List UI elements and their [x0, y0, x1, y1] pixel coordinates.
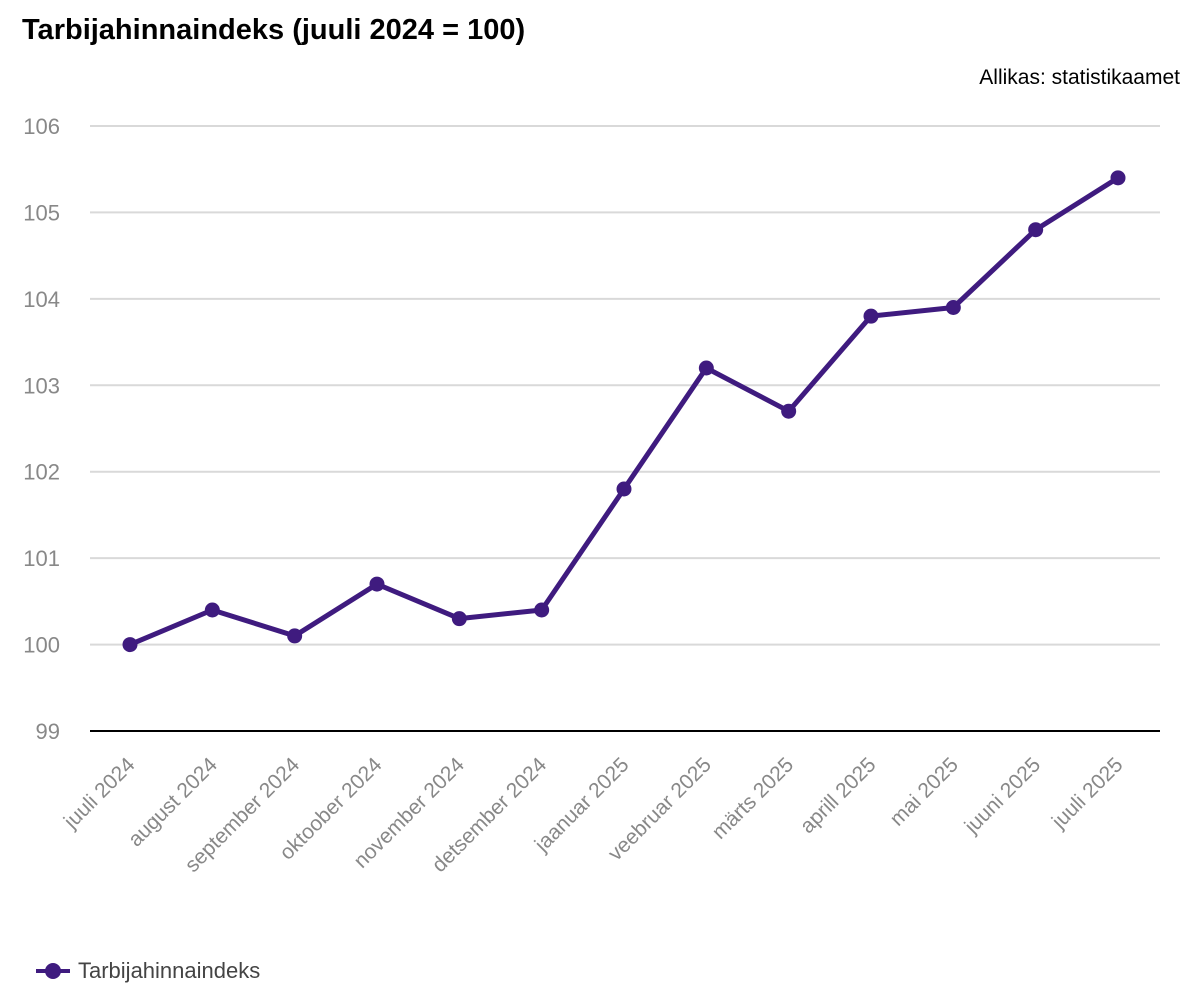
data-point[interactable]	[122, 637, 138, 653]
x-tick-label: juuni 2025	[960, 753, 1046, 839]
legend[interactable]: Tarbijahinnaindeks	[36, 958, 260, 984]
y-tick-label: 100	[23, 633, 60, 658]
data-point[interactable]	[616, 481, 632, 497]
y-tick-label: 99	[36, 719, 60, 744]
data-point[interactable]	[287, 628, 303, 644]
data-point[interactable]	[781, 403, 797, 419]
data-point[interactable]	[1110, 170, 1126, 186]
y-tick-label: 104	[23, 287, 60, 312]
chart-title: Tarbijahinnaindeks (juuli 2024 = 100)	[22, 14, 526, 46]
data-point[interactable]	[698, 360, 714, 376]
data-point[interactable]	[945, 300, 961, 315]
data-point[interactable]	[534, 602, 550, 618]
x-tick-label: mai 2025	[886, 753, 963, 830]
legend-label: Tarbijahinnaindeks	[78, 958, 261, 983]
data-point[interactable]	[1028, 222, 1044, 238]
line-chart: 99 100 101 102 103 104 105 106 juuli 2024august…	[23, 114, 1160, 877]
x-tick-label: juuli 2025	[1047, 753, 1128, 834]
data-point[interactable]	[369, 576, 385, 592]
y-tick-label: 106	[23, 114, 60, 139]
x-tick-label: märts 2025	[708, 753, 799, 844]
x-tick-label: juuli 2024	[59, 753, 140, 834]
source-note: Allikas: statistikaamet	[979, 66, 1180, 89]
x-tick-label: aprill 2025	[796, 753, 881, 838]
y-tick-label: 103	[23, 373, 60, 398]
y-tick-label: 102	[23, 460, 60, 485]
series-line	[127, 175, 1121, 648]
data-point[interactable]	[863, 308, 879, 324]
gridlines	[90, 125, 1160, 646]
series-tarbijahinnaindeks	[122, 170, 1126, 653]
y-axis-ticks: 99 100 101 102 103 104 105 106	[23, 114, 60, 744]
data-point[interactable]	[451, 611, 467, 627]
data-point[interactable]	[204, 602, 220, 618]
legend-marker-icon	[36, 961, 70, 981]
y-tick-label: 105	[23, 200, 60, 225]
y-tick-label: 101	[23, 546, 60, 571]
